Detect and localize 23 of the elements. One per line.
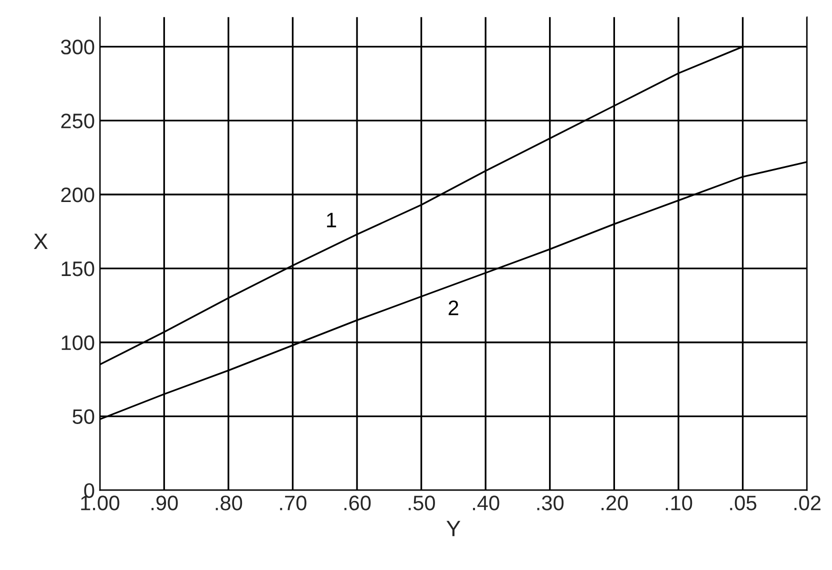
x-tick-label: .05 xyxy=(730,496,756,510)
x-tick-label: .90 xyxy=(152,496,178,510)
series-label: 2 xyxy=(448,300,458,316)
x-tick-label: .50 xyxy=(408,496,435,510)
x-tick-label: .30 xyxy=(537,496,564,510)
x-tick-label: .02 xyxy=(794,496,820,510)
y-tick-label: 0 xyxy=(84,483,94,498)
y-tick-label: 200 xyxy=(61,188,94,202)
x-tick-label: .40 xyxy=(473,496,500,510)
y-tick-label: 300 xyxy=(61,40,94,54)
x-axis-title: Y xyxy=(446,520,460,536)
y-axis-title: X xyxy=(34,234,48,250)
y-tick-label: 150 xyxy=(62,261,94,276)
series-label: 1 xyxy=(327,212,336,228)
y-tick-label: 250 xyxy=(61,114,94,128)
x-tick-label: 1.00 xyxy=(81,496,120,510)
x-tick-label: .60 xyxy=(344,496,371,510)
x-tick-label: .20 xyxy=(602,496,628,510)
y-tick-label: 100 xyxy=(62,335,94,350)
x-tick-label: .70 xyxy=(280,496,306,510)
x-tick-label: .10 xyxy=(666,496,692,510)
x-tick-label: .80 xyxy=(216,496,242,510)
y-tick-label: 50 xyxy=(72,409,94,424)
